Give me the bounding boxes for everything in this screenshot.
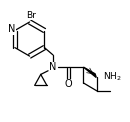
Polygon shape	[83, 67, 96, 77]
Text: NH$_2$: NH$_2$	[103, 71, 122, 83]
Text: O: O	[65, 79, 73, 89]
Text: N: N	[8, 24, 15, 34]
Text: N: N	[49, 62, 57, 72]
Text: Br: Br	[27, 11, 36, 20]
